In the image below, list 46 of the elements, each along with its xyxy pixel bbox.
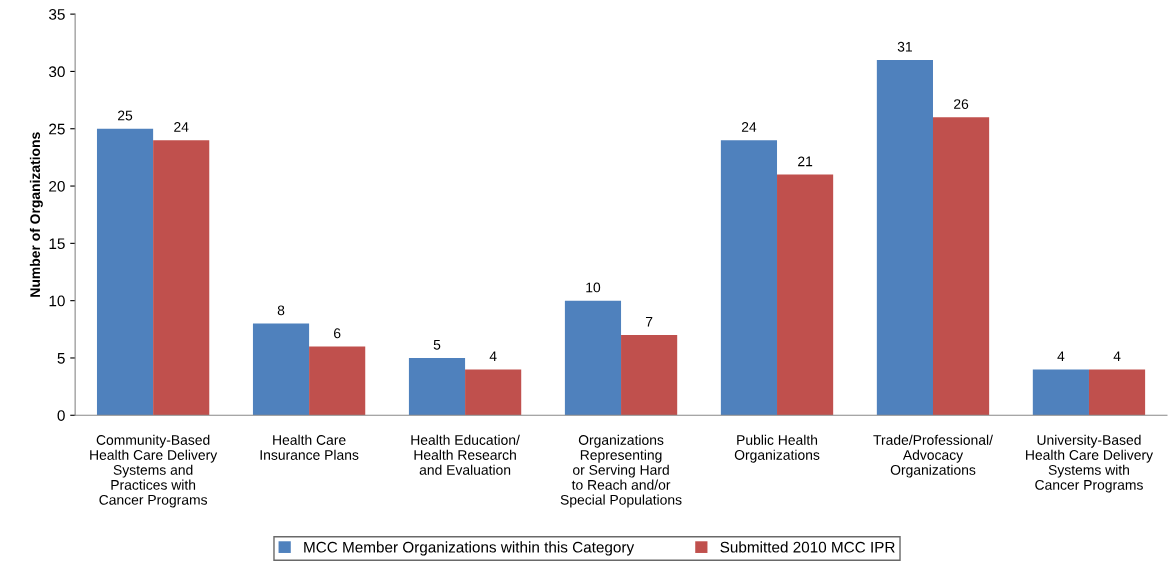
x-tick-label: University-Based Health Care Delivery Systems with Cancer Programs [1026,434,1154,493]
x-tick-label: Trade/Professional/ Advocacy Organizations [873,434,993,478]
data-label: 5 [433,339,441,350]
bar [621,335,678,416]
data-label: 4 [1057,351,1065,361]
data-label: 4 [1113,351,1121,361]
y-tick-label: 15 [49,238,65,250]
x-tick-label: Community-Based Health Care Delivery Systems and Practices with Cancer Programs [90,434,218,508]
y-tick-label: 20 [49,180,65,192]
data-label: 24 [174,122,189,132]
bar [408,357,466,416]
x-tick-label: Organizations Representing or Serving Hard to Reach and/or Special Populations [560,434,682,508]
legend-label: MCC Member Organizations within this Category [304,541,635,556]
x-tick-label: Health Education/ Health Research and Evaluation [411,434,520,475]
data-label: 6 [334,328,341,339]
data-label: 31 [897,41,912,52]
bar [777,174,834,416]
bar [932,117,990,416]
x-tick-label: Public Health Organizations [734,434,820,463]
bar [564,300,622,416]
bar [309,346,366,416]
bar [153,140,210,416]
x-tick-label: Health Care Insurance Plans [260,434,359,460]
data-label: 25 [118,110,133,121]
y-tick-label: 30 [49,66,65,78]
y-tick-label: 35 [49,8,65,20]
bar [252,323,310,416]
bar [1088,369,1146,416]
bar [465,369,522,416]
data-label: 7 [645,317,653,327]
data-label: 26 [954,99,969,109]
bar [1032,369,1089,416]
bar [720,140,778,416]
legend-label: Submitted 2010 MCC IPR [720,541,895,553]
y-axis-title: Number of Organizations [29,132,43,297]
y-tick-label: 0 [57,410,65,421]
bar [876,59,933,416]
data-label: 24 [741,122,757,132]
data-label: 4 [489,351,497,361]
data-label: 21 [798,156,813,167]
y-tick-label: 10 [49,295,65,307]
data-label: 8 [277,305,285,316]
data-label: 10 [586,282,601,293]
bar [96,128,154,416]
y-tick-label: 25 [49,123,65,135]
y-tick-label: 5 [57,352,65,364]
